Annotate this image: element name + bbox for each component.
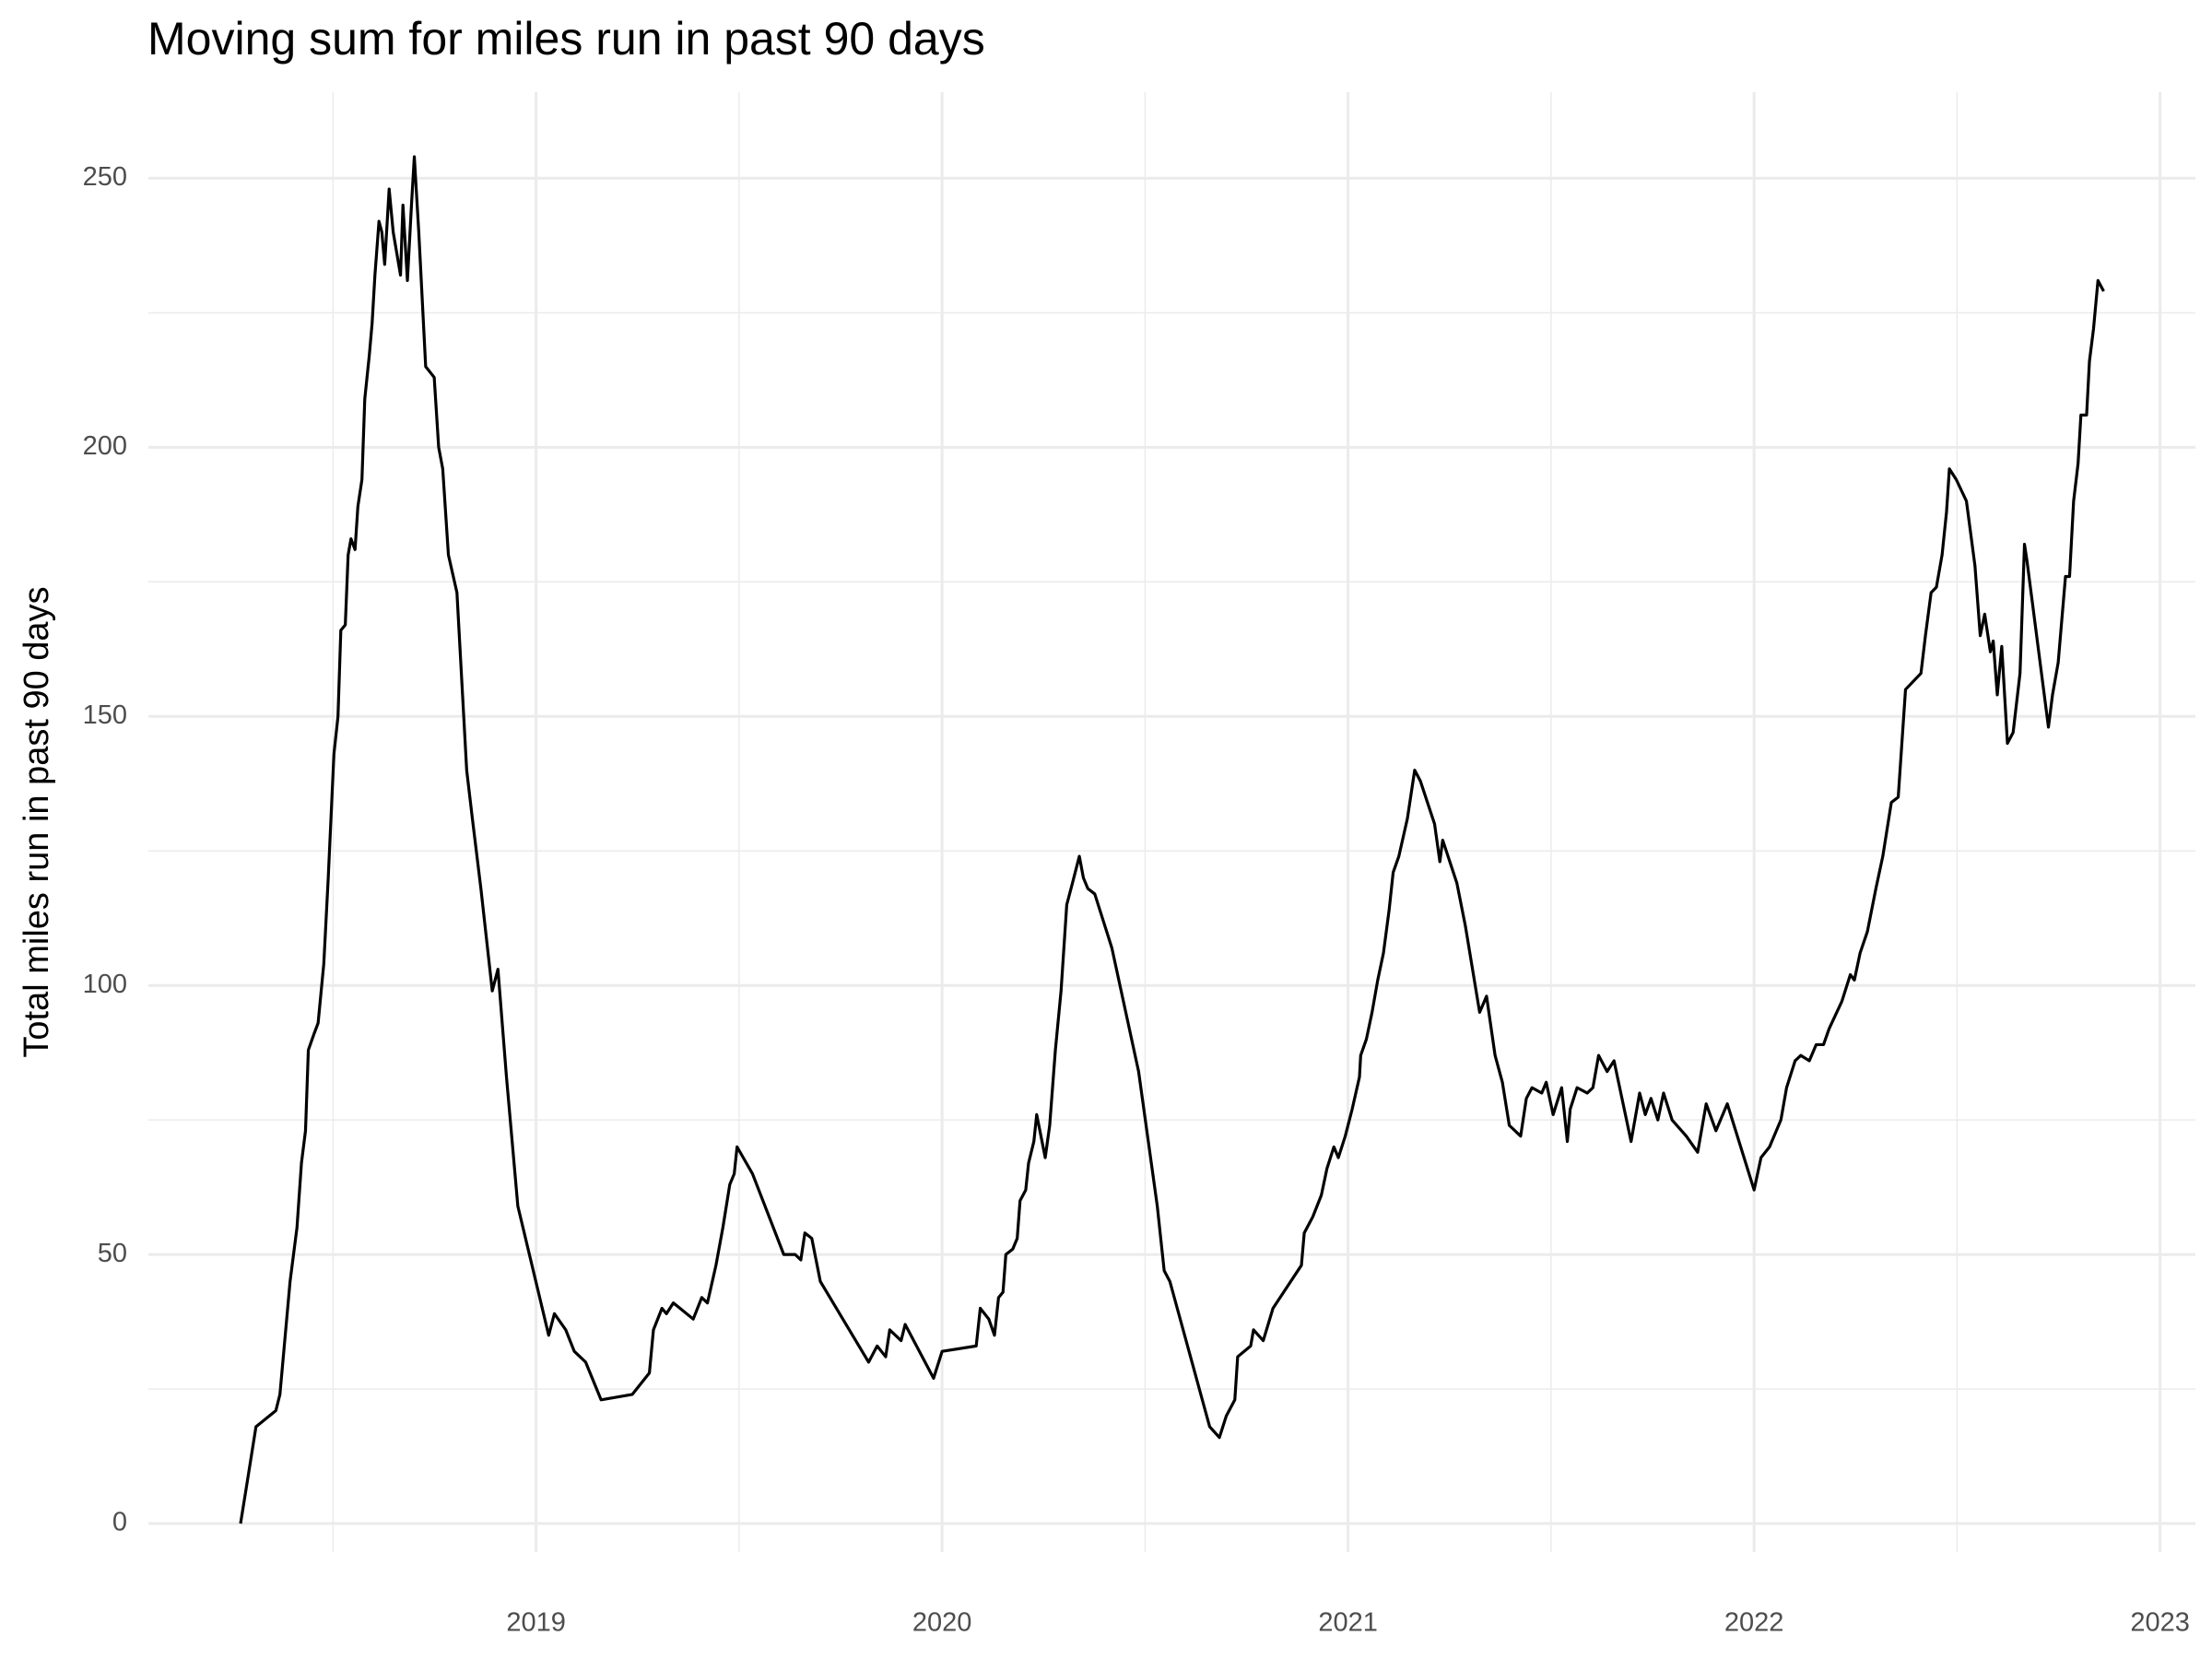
- y-tick-label: 0: [112, 1508, 127, 1537]
- y-tick-label: 50: [98, 1239, 127, 1268]
- data-line: [239, 155, 2105, 1524]
- x-tick-label: 2021: [1318, 1608, 1378, 1638]
- y-tick-label: 100: [83, 970, 127, 999]
- x-tick-label: 2022: [1724, 1608, 1784, 1638]
- chart-title: Moving sum for miles run in past 90 days: [147, 13, 985, 65]
- y-axis-label: Total miles run in past 90 days: [18, 586, 56, 1057]
- y-tick-label: 200: [83, 431, 127, 461]
- x-tick-label: 2023: [2130, 1608, 2190, 1638]
- x-tick-label: 2020: [912, 1608, 972, 1638]
- y-tick-label: 250: [83, 162, 127, 192]
- y-tick-label: 150: [83, 700, 127, 730]
- x-tick-label: 2019: [506, 1608, 566, 1638]
